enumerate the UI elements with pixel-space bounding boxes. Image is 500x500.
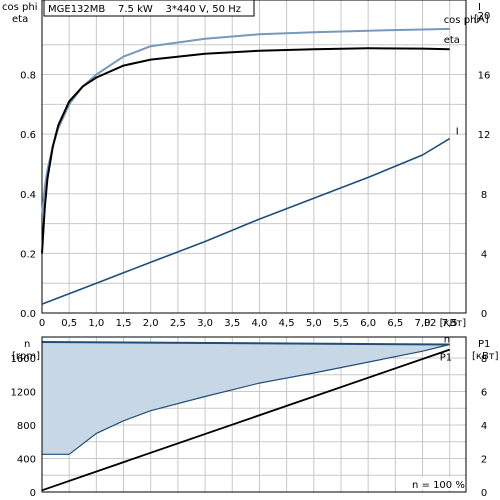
x-tick-label: 5,5 <box>333 318 349 329</box>
x-tick-label: 6,5 <box>387 318 403 329</box>
chart-title-box <box>43 0 255 17</box>
y-tick-label-left: 0.2 <box>20 249 36 260</box>
bottom-y-tick-label-right: 4 <box>481 421 487 432</box>
top-right-tick-labels: 0 4 8 12 16 20 <box>478 11 491 320</box>
bottom-y-tick-label-right: 2 <box>481 454 487 465</box>
top-chart-grid <box>42 0 466 314</box>
y-tick-label-left: 0.6 <box>20 130 36 141</box>
left-axis-label-cosphi: cos phi <box>2 2 37 13</box>
top-left-tick-labels: 0.0 0.2 0.4 0.6 0.8 <box>20 71 36 320</box>
bottom-right-axis-label-unit: [кВт] <box>472 351 499 362</box>
y-tick-label-right: 12 <box>478 130 491 141</box>
series-line-n-min <box>42 343 450 455</box>
series-line-n <box>41 341 450 346</box>
bottom-y-tick-label-left: 1200 <box>11 387 36 398</box>
bottom-left-tick-labels: 0 400 800 1200 1600 <box>11 354 36 499</box>
x-tick-label: 3,0 <box>197 318 213 329</box>
speed-annotation: n = 100 % <box>412 480 465 491</box>
bottom-left-axis-label-n: n <box>24 339 30 350</box>
x-axis-label: P2 [кВт] <box>424 318 466 329</box>
bottom-right-tick-labels: 0 2 4 6 8 <box>481 354 487 499</box>
top-chart-frame <box>41 0 467 314</box>
series-label-cos-phi: cos phi <box>444 15 479 26</box>
y-tick-label-right: 20 <box>478 11 491 22</box>
bottom-y-tick-label-right: 6 <box>481 387 487 398</box>
y-tick-label-left: 0.0 <box>20 309 36 320</box>
x-tick-label: 7,0 <box>415 318 431 329</box>
speed-annotation-box <box>408 477 464 490</box>
series-line-P1 <box>41 348 450 492</box>
x-tick-label: 2,0 <box>143 318 159 329</box>
x-tick-label: 7,5 <box>442 318 458 329</box>
x-tick-label: 0,5 <box>61 318 77 329</box>
series-line-I <box>41 137 451 305</box>
bottom-y-tick-label-right: 0 <box>481 488 487 499</box>
y-tick-label-left: 0.4 <box>20 190 36 201</box>
bottom-right-axis-label-p1: P1 <box>478 339 490 350</box>
x-tick-label: 1,0 <box>88 318 104 329</box>
bottom-y-tick-label-left: 1600 <box>11 354 36 365</box>
right-axis-label-current-unit: [A] <box>474 14 489 25</box>
y-tick-label-right: 8 <box>481 190 487 201</box>
y-tick-label-right: 16 <box>478 71 491 82</box>
y-tick-label-right: 4 <box>481 249 487 260</box>
x-tick-label: 1,5 <box>116 318 132 329</box>
series-label-eta: eta <box>444 35 460 46</box>
x-tick-label: 4,0 <box>251 318 267 329</box>
x-tick-label: 3,5 <box>224 318 240 329</box>
series-label-I: I <box>456 127 459 138</box>
speed-operating-area <box>42 342 450 455</box>
x-tick-label: 5,0 <box>306 318 322 329</box>
bottom-y-tick-label-left: 0 <box>30 488 36 499</box>
x-tick-label: 4,5 <box>279 318 295 329</box>
bottom-y-tick-label-right: 8 <box>481 354 487 365</box>
series-label-n: n <box>444 335 450 346</box>
y-tick-label-right: 0 <box>481 309 487 320</box>
y-tick-label-left: 0.8 <box>20 71 36 82</box>
chart-title: MGE132MB 7.5 kW 3*440 V, 50 Hz <box>48 4 241 15</box>
bottom-chart-frame <box>41 336 467 493</box>
series-label-P1: P1 <box>440 353 452 364</box>
x-tick-label: 6,0 <box>360 318 376 329</box>
x-tick-label: 2,5 <box>170 318 186 329</box>
bottom-chart-series: n P1 <box>41 335 452 492</box>
right-axis-label-current: I <box>478 2 481 13</box>
left-axis-label-eta: eta <box>12 14 28 25</box>
top-chart-series: cos phi eta I <box>41 15 479 305</box>
bottom-left-axis-label-unit: [rpm] <box>12 351 40 362</box>
bottom-y-tick-label-left: 800 <box>17 421 36 432</box>
series-line-eta <box>41 47 450 254</box>
x-tick-labels: 0 0,5 1,0 1,5 2,0 2,5 3,0 3,5 4,0 4,5 5,0 5,5 6,0 6,5… <box>39 318 458 329</box>
bottom-y-tick-label-left: 400 <box>17 454 36 465</box>
x-tick-label: 0 <box>39 318 45 329</box>
